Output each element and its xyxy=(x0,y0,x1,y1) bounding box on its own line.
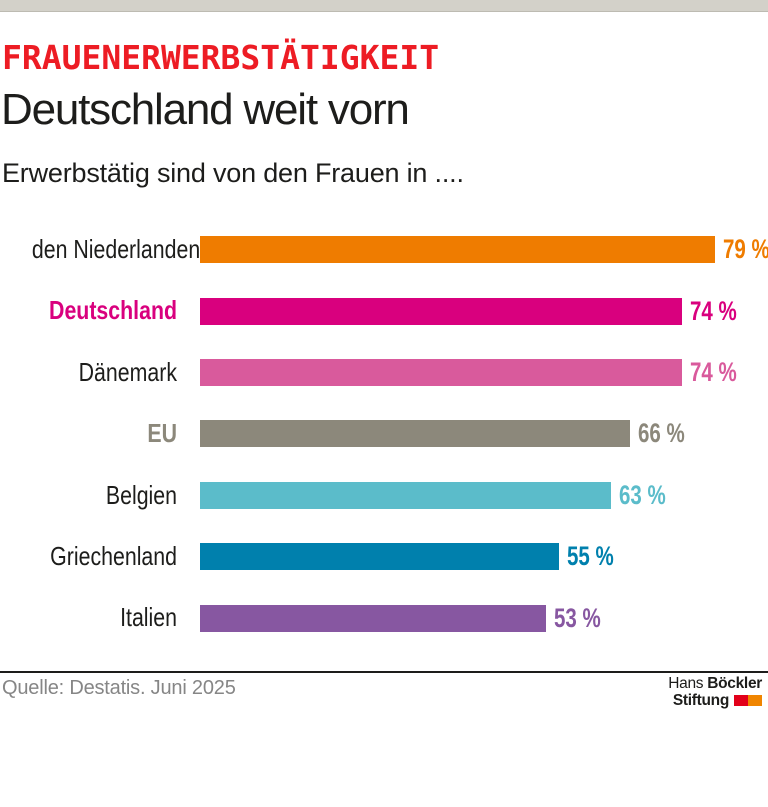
footer-divider xyxy=(0,671,768,673)
chart-title: Deutschland weit vorn xyxy=(1,85,410,134)
logo-orange-square-icon xyxy=(748,694,762,706)
bar-row-label: Deutschland xyxy=(49,295,177,326)
bar-row: Belgien 63 % xyxy=(0,465,768,526)
bar xyxy=(200,297,683,325)
bar-row-label: Italien xyxy=(120,602,177,633)
logo-stiftung-label: Stiftung xyxy=(672,691,729,709)
bar xyxy=(200,543,559,571)
logo-name-regular: Hans xyxy=(668,675,708,692)
bar xyxy=(200,358,683,386)
logo-red-square-icon xyxy=(734,694,748,706)
bar xyxy=(200,420,631,448)
logo-line-2: Stiftung xyxy=(668,691,762,710)
bar xyxy=(200,604,546,632)
bar-row: Griechenland 55 % xyxy=(0,526,768,587)
chart-kicker: FRAUENERWERBSTÄTIGKEIT xyxy=(2,38,440,77)
bar-value-label: 66 % xyxy=(638,418,686,449)
bar-row: EU 66 % xyxy=(0,403,768,464)
bar-value-label: 74 % xyxy=(690,295,738,326)
bar-row-label: den Niederlanden xyxy=(31,234,201,265)
logo-line-1: Hans Böckler xyxy=(668,675,762,693)
hans-boeckler-stiftung-logo: Hans Böckler Stiftung xyxy=(668,675,762,710)
bar-row: Italien 53 % xyxy=(0,587,768,648)
bar-row: Deutschland 74 % xyxy=(0,280,768,341)
bar-chart: den Niederlanden 79 % Deutschland 74 % D… xyxy=(0,219,768,649)
source-note: Quelle: Destatis. Juni 2025 xyxy=(2,677,236,699)
bar-value-label: 53 % xyxy=(553,602,601,633)
bar xyxy=(200,481,611,509)
bar-value-label: 63 % xyxy=(618,479,666,510)
bar xyxy=(200,236,715,264)
bar-value-label: 79 % xyxy=(723,234,768,265)
bar-row: den Niederlanden 79 % xyxy=(0,219,768,280)
bar-row-label: Griechenland xyxy=(50,541,177,571)
top-strip xyxy=(0,0,768,12)
logo-name-bold: Böckler xyxy=(707,675,762,692)
chart-subtitle: Erwerbstätig sind von den Frauen in .... xyxy=(2,158,464,188)
bar-row-label: EU xyxy=(147,418,177,449)
bar-row: Dänemark 74 % xyxy=(0,342,768,403)
bar-row-label: Belgien xyxy=(105,479,177,510)
bar-row-label: Dänemark xyxy=(78,356,177,387)
bar-value-label: 74 % xyxy=(690,356,738,387)
bar-value-label: 55 % xyxy=(566,541,614,572)
